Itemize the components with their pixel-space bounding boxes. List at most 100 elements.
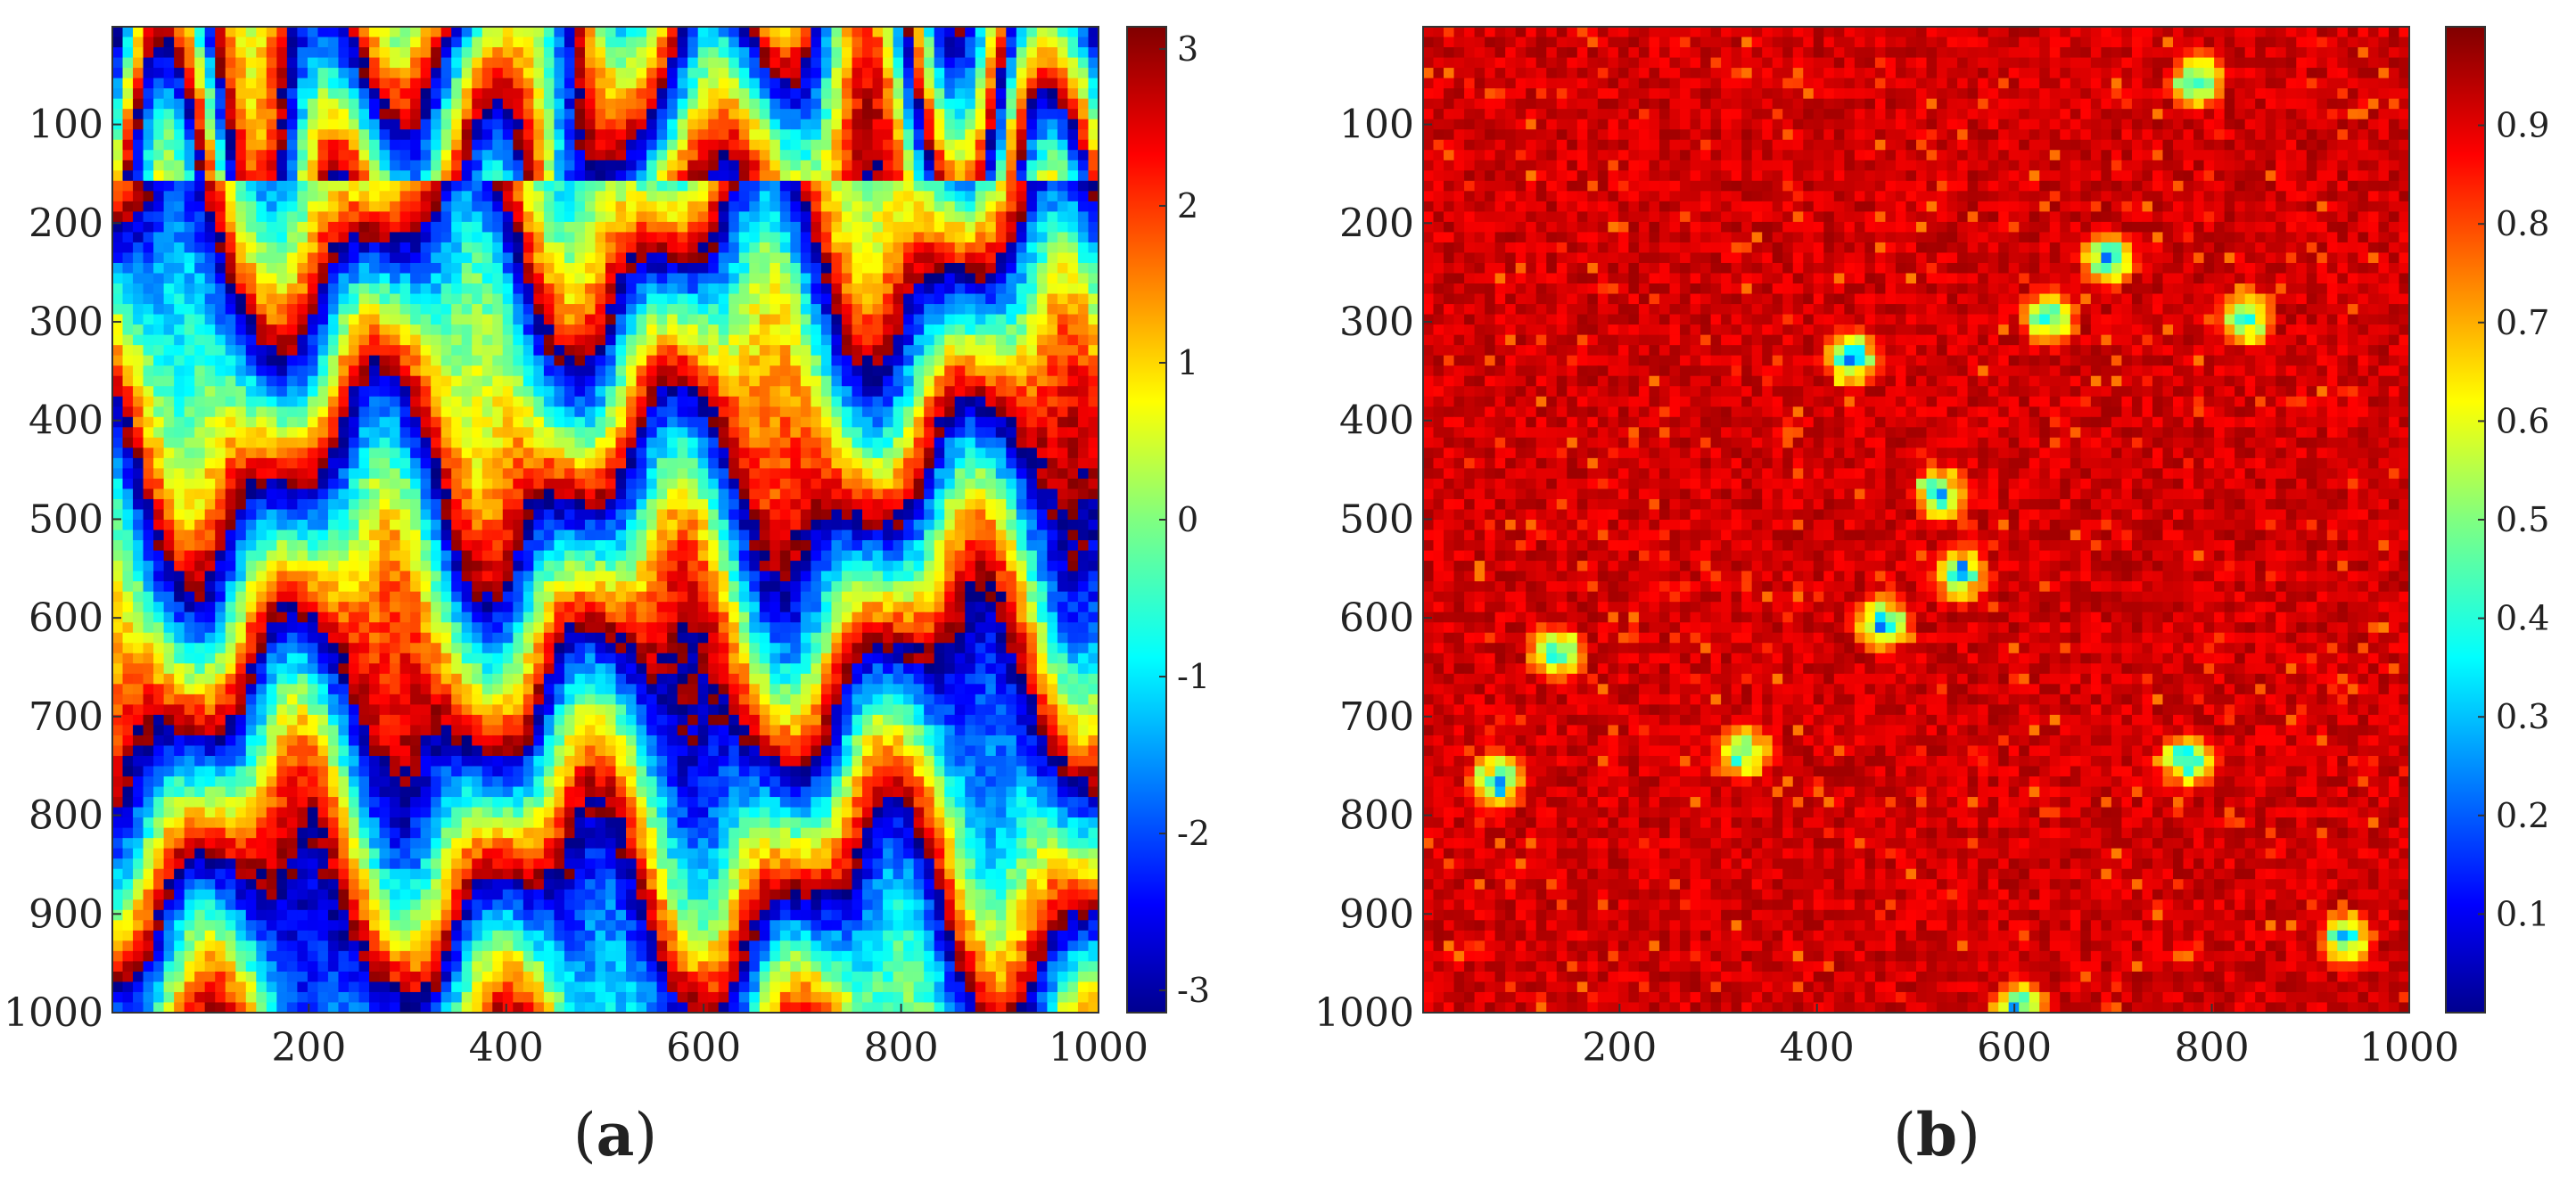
heatmap-cell (779, 293, 791, 305)
heatmap-cell (841, 355, 853, 366)
heatmap-cell (954, 293, 966, 305)
heatmap-cell (944, 262, 956, 275)
heatmap-cell (235, 221, 247, 234)
heatmap-cell (924, 478, 935, 490)
heatmap-cell (461, 345, 473, 357)
heatmap-cell (779, 529, 791, 541)
heatmap-cell (256, 550, 267, 562)
heatmap-cell (975, 375, 986, 387)
heatmap-cell (995, 314, 1007, 325)
heatmap-cell (184, 324, 195, 336)
heatmap-cell (204, 283, 216, 295)
heatmap-cell (656, 180, 668, 192)
heatmap-cell (738, 57, 750, 69)
heatmap-cell (133, 324, 144, 336)
heatmap-cell (143, 540, 154, 552)
heatmap-cell (348, 427, 360, 439)
heatmap-cell (883, 457, 894, 469)
heatmap-cell (800, 509, 812, 521)
heatmap-cell (379, 550, 391, 562)
heatmap-cell (451, 416, 463, 428)
heatmap-cell (636, 416, 647, 428)
heatmap-cell (883, 314, 894, 325)
heatmap-cell (872, 406, 884, 418)
heatmap-cell (143, 509, 154, 521)
heatmap-cell (626, 324, 638, 336)
heatmap-cell (934, 180, 945, 192)
heatmap-cell (348, 520, 360, 531)
heatmap-cell (903, 498, 915, 511)
heatmap-cell (533, 68, 545, 79)
heatmap-cell (235, 211, 247, 223)
heatmap-cell (513, 365, 524, 377)
heatmap-cell (995, 457, 1007, 469)
heatmap-cell (297, 457, 309, 469)
heatmap-cell (841, 68, 853, 79)
heatmap-cell (965, 57, 976, 69)
heatmap-cell (626, 355, 638, 366)
heatmap-cell (122, 375, 134, 387)
heatmap-cell (307, 47, 319, 59)
heatmap-cell (369, 427, 381, 439)
heatmap-cell (440, 211, 452, 223)
heatmap-cell (184, 540, 195, 552)
heatmap-cell (811, 520, 822, 531)
heatmap-cell (636, 37, 647, 48)
heatmap-cell (574, 57, 586, 69)
heatmap-cell (1067, 478, 1079, 490)
heatmap-cell (1026, 221, 1038, 234)
heatmap-cell (153, 27, 165, 38)
heatmap-cell (883, 488, 894, 500)
heatmap-cell (749, 78, 761, 89)
heatmap-cell (667, 232, 679, 243)
heatmap-cell (584, 520, 597, 531)
heatmap-cell (687, 540, 699, 552)
heatmap-cell (143, 386, 154, 398)
heatmap-cell (543, 345, 555, 357)
heatmap-cell (174, 160, 185, 171)
heatmap-cell (605, 437, 617, 448)
heatmap-cell (492, 355, 504, 366)
heatmap-cell (1006, 273, 1017, 284)
heatmap-cell (954, 252, 966, 264)
heatmap-cell (811, 119, 822, 130)
heatmap-cell (718, 221, 729, 234)
heatmap-cell (112, 520, 124, 531)
heatmap-cell (184, 211, 195, 223)
heatmap-cell (184, 139, 195, 151)
heatmap-cell (1006, 78, 1017, 89)
heatmap-cell (1016, 180, 1027, 192)
heatmap-cell (779, 78, 791, 89)
heatmap-cell (276, 160, 288, 171)
heatmap-cell (1036, 139, 1048, 151)
heatmap-cell (1016, 386, 1027, 398)
heatmap-cell (112, 406, 124, 418)
heatmap-cell (790, 47, 802, 59)
heatmap-cell (1026, 293, 1038, 305)
heatmap-cell (595, 386, 606, 398)
heatmap-cell (831, 293, 843, 305)
heatmap-cell (194, 550, 206, 562)
heatmap-cell (533, 345, 545, 357)
heatmap-cell (1016, 170, 1027, 182)
heatmap-cell (245, 406, 257, 418)
heatmap-cell (481, 293, 493, 305)
heatmap-cell (605, 355, 617, 366)
heatmap-cell (595, 416, 606, 428)
heatmap-cell (348, 150, 360, 161)
heatmap-cell (276, 78, 288, 89)
heatmap-cell (718, 242, 729, 254)
heatmap-cell (204, 334, 216, 346)
heatmap-cell (513, 68, 524, 79)
heatmap-cell (276, 540, 288, 552)
heatmap-cell (492, 78, 504, 89)
heatmap-cell (708, 283, 720, 295)
heatmap-cell (934, 139, 945, 151)
heatmap-cell (872, 498, 884, 511)
heatmap-cell (574, 334, 586, 346)
heatmap-cell (174, 68, 185, 79)
heatmap-cell (286, 170, 298, 182)
heatmap-cell (358, 283, 370, 295)
heatmap-cell (204, 37, 216, 48)
heatmap-cell (728, 283, 740, 295)
